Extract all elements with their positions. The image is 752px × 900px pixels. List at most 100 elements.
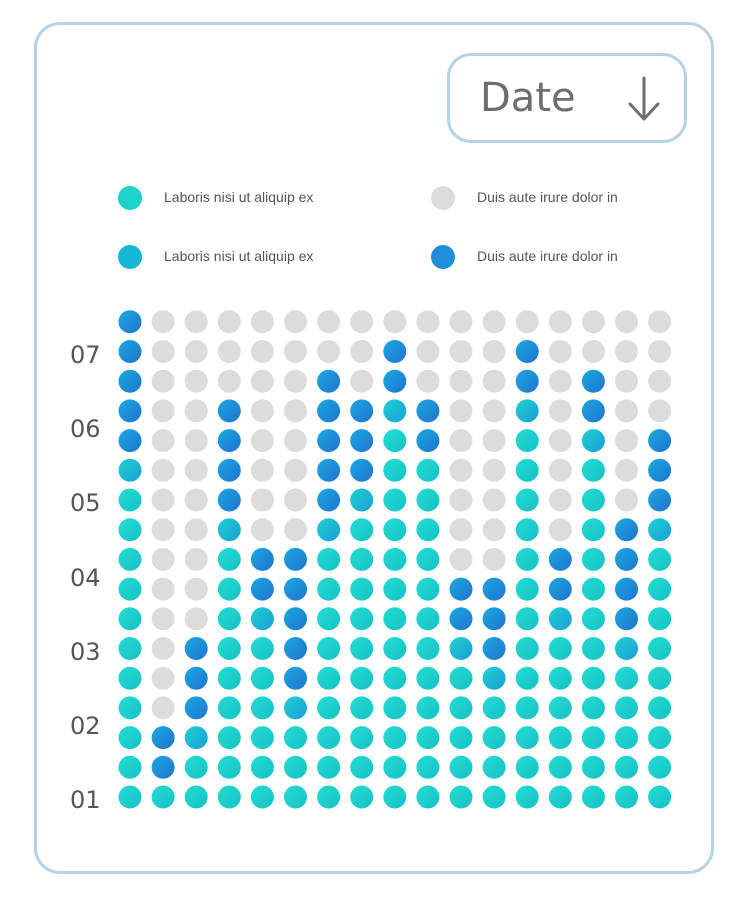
dot-turquoise-c15-r1: [581, 785, 605, 809]
dot-empty-c11-r15: [449, 369, 473, 393]
dot-blue-c1-r12: [118, 458, 142, 482]
dot-turquoise-c1-r11: [118, 488, 142, 512]
dot-empty-c2-r4: [151, 696, 175, 720]
dot-turquoise-c8-r4: [350, 696, 374, 720]
dot-turquoise-c10-r5: [416, 666, 440, 690]
dot-turquoise-c17-r5: [648, 666, 672, 690]
dot-empty-c12-r13: [482, 429, 506, 453]
dot-blue-c1-r16: [118, 340, 142, 363]
dot-blue-c8-r14: [350, 399, 374, 423]
dot-empty-c7-r16: [317, 340, 341, 363]
dot-turquoise-c13-r5: [515, 666, 539, 690]
dot-blue-c10-r13: [416, 429, 440, 453]
dot-empty-c9-r17: [383, 310, 407, 334]
dot-empty-c17-r16: [648, 340, 672, 363]
dot-blue-c7-r15: [317, 369, 341, 393]
dot-blue-c15-r13: [581, 429, 605, 453]
dot-turquoise-c10-r3: [416, 726, 440, 750]
dot-turquoise-c4-r9: [217, 547, 241, 571]
dot-empty-c8-r17: [350, 310, 374, 334]
dot-blue-c11-r6: [449, 637, 473, 660]
dot-turquoise-c11-r4: [449, 696, 473, 720]
dot-turquoise-c1-r5: [118, 666, 142, 690]
dot-empty-c6-r10: [284, 518, 307, 542]
dot-turquoise-c14-r6: [548, 637, 572, 660]
dot-blue-c6-r7: [284, 607, 307, 631]
dot-empty-c16-r17: [615, 310, 638, 334]
dot-blue-c1-r17: [118, 310, 142, 334]
arrow-down-icon: [628, 76, 660, 121]
dot-blue-c1-r14: [118, 399, 142, 423]
dot-empty-c5-r13: [250, 429, 274, 453]
dot-empty-c12-r15: [482, 369, 506, 393]
dot-empty-c14-r14: [548, 399, 572, 423]
dot-turquoise-c7-r4: [317, 696, 341, 720]
date-sort-button[interactable]: Date: [447, 53, 687, 143]
dot-empty-c2-r12: [151, 458, 175, 482]
dot-turquoise-c14-r1: [548, 785, 572, 809]
dot-blue-c12-r5: [482, 666, 506, 690]
dot-blue-c16-r10: [615, 518, 638, 542]
dot-blue-c9-r16: [383, 340, 407, 363]
dot-turquoise-c14-r5: [548, 666, 572, 690]
dot-empty-c3-r9: [184, 547, 208, 571]
dot-empty-c14-r16: [548, 340, 572, 363]
dot-empty-c13-r17: [515, 310, 539, 334]
legend-swatch-3: [118, 245, 142, 269]
dot-turquoise-c15-r9: [581, 547, 605, 571]
dot-turquoise-c14-r3: [548, 726, 572, 750]
dot-turquoise-c17-r3: [648, 726, 672, 750]
dot-empty-c11-r16: [449, 340, 473, 363]
dot-blue-c9-r15: [383, 369, 407, 393]
dot-blue-c16-r7: [615, 607, 638, 631]
dot-blue-c4-r12: [217, 458, 241, 482]
dot-turquoise-c10-r1: [416, 785, 440, 809]
dot-empty-c10-r15: [416, 369, 440, 393]
dot-turquoise-c9-r3: [383, 726, 407, 750]
dot-turquoise-c11-r5: [449, 666, 473, 690]
dot-empty-c12-r9: [482, 547, 506, 571]
dot-blue-c6-r9: [284, 547, 307, 571]
dot-blue-c7-r11: [317, 488, 341, 512]
dot-blue-c13-r16: [515, 340, 539, 363]
dot-turquoise-c9-r6: [383, 637, 407, 660]
dot-turquoise-c13-r1: [515, 785, 539, 809]
dot-turquoise-c10-r9: [416, 547, 440, 571]
dot-turquoise-c4-r3: [217, 726, 241, 750]
legend-label-3: Laboris nisi ut aliquip ex: [164, 248, 314, 264]
dot-turquoise-c11-r2: [449, 755, 473, 779]
dot-turquoise-c10-r12: [416, 458, 440, 482]
dot-empty-c4-r17: [217, 310, 241, 334]
dot-empty-c12-r10: [482, 518, 506, 542]
dot-turquoise-c17-r6: [648, 637, 672, 660]
dot-turquoise-c14-r2: [548, 755, 572, 779]
dot-empty-c3-r10: [184, 518, 208, 542]
dot-turquoise-c9-r2: [383, 755, 407, 779]
dot-blue-c2-r3: [151, 726, 175, 750]
dot-empty-c3-r14: [184, 399, 208, 423]
dot-empty-c6-r15: [284, 369, 307, 393]
legend-label-1: Laboris nisi ut aliquip ex: [164, 189, 314, 205]
dot-turquoise-c1-r10: [118, 518, 142, 542]
dot-empty-c17-r15: [648, 369, 672, 393]
dot-turquoise-c16-r1: [615, 785, 638, 809]
dot-empty-c14-r13: [548, 429, 572, 453]
dot-empty-c2-r5: [151, 666, 175, 690]
dot-turquoise-c3-r2: [184, 755, 208, 779]
dot-turquoise-c5-r5: [250, 666, 274, 690]
dot-turquoise-c9-r12: [383, 458, 407, 482]
dot-turquoise-c14-r4: [548, 696, 572, 720]
dot-turquoise-c1-r9: [118, 547, 142, 571]
dot-turquoise-c15-r4: [581, 696, 605, 720]
dot-empty-c16-r15: [615, 369, 638, 393]
dot-turquoise-c8-r10: [350, 518, 374, 542]
dot-empty-c12-r12: [482, 458, 506, 482]
dot-empty-c2-r9: [151, 547, 175, 571]
dot-empty-c6-r11: [284, 488, 307, 512]
dot-turquoise-c17-r7: [648, 607, 672, 631]
dot-blue-c6-r6: [284, 637, 307, 660]
dot-turquoise-c12-r4: [482, 696, 506, 720]
dot-blue-c12-r6: [482, 637, 506, 660]
dot-turquoise-c1-r2: [118, 755, 142, 779]
dot-blue-c7-r13: [317, 429, 341, 453]
